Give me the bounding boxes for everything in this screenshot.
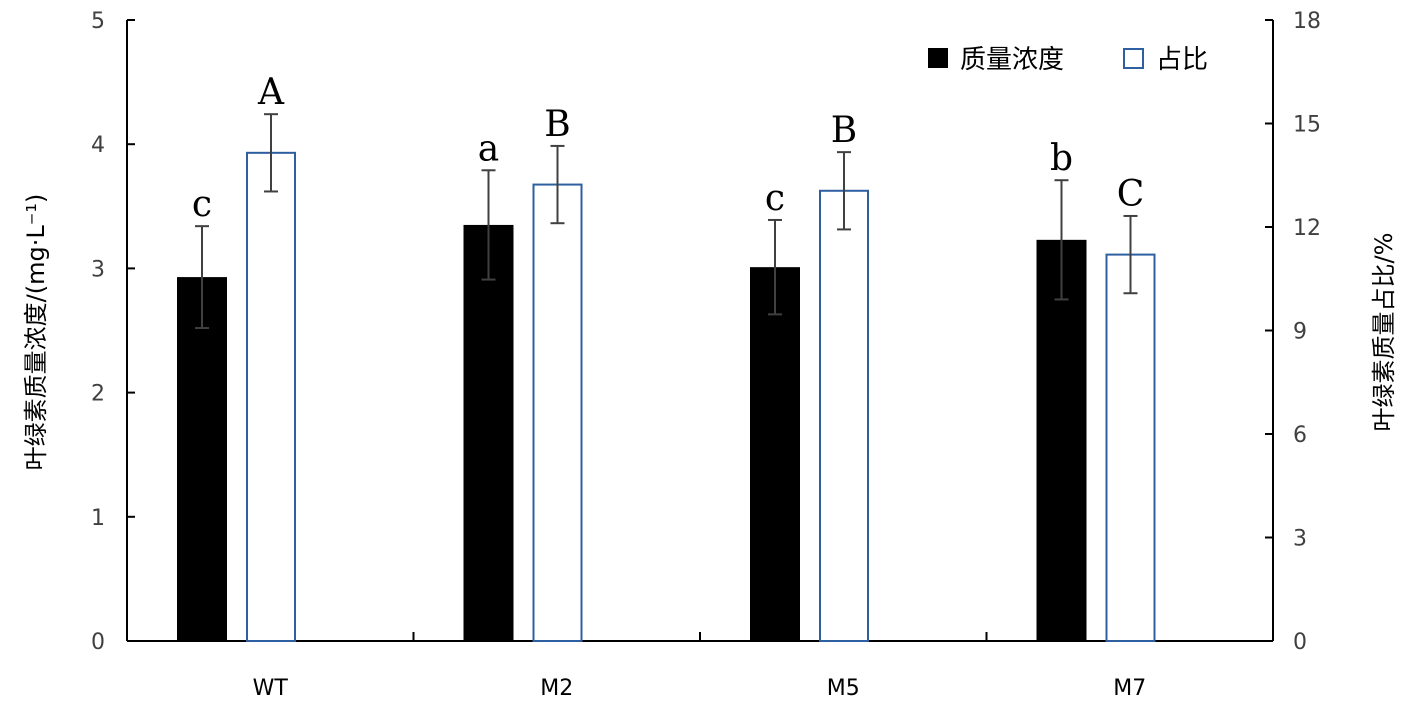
x-axis-tick-label: WT bbox=[253, 676, 289, 701]
right-axis-tick-label: 6 bbox=[1293, 423, 1307, 448]
significance-letter: B bbox=[544, 104, 570, 145]
legend-label-proportion: 占比 bbox=[1156, 45, 1208, 75]
left-axis-tick-label: 0 bbox=[91, 630, 105, 655]
bar bbox=[819, 189, 869, 642]
x-axis-tick-label: M5 bbox=[827, 676, 860, 701]
left-axis-tick-label: 2 bbox=[91, 382, 105, 407]
bar bbox=[1105, 253, 1156, 642]
x-axis-tick-label: M2 bbox=[540, 676, 573, 701]
right-axis-tick-label: 0 bbox=[1293, 630, 1307, 655]
bar bbox=[1036, 239, 1087, 642]
left-axis-tick-label: 3 bbox=[91, 257, 105, 282]
right-axis-ticks: 0 3 6 9 12 15 18 bbox=[1265, 9, 1321, 655]
bar bbox=[532, 183, 583, 642]
significance-letter: C bbox=[1117, 174, 1145, 215]
bar bbox=[246, 151, 296, 642]
left-axis-tick-label: 5 bbox=[91, 9, 105, 34]
legend: 质量浓度 占比 bbox=[928, 45, 1208, 75]
right-axis-tick-label: 9 bbox=[1293, 320, 1307, 345]
significance-letter: c bbox=[765, 178, 785, 219]
legend-label-mass-concentration: 质量浓度 bbox=[960, 45, 1064, 75]
bar-series bbox=[177, 151, 1156, 642]
significance-letter: c bbox=[192, 184, 212, 225]
bar bbox=[750, 267, 800, 641]
legend-swatch-proportion bbox=[1123, 48, 1144, 69]
legend-swatch-mass-concentration bbox=[928, 48, 948, 68]
error-bars bbox=[195, 113, 1138, 330]
right-axis-tick-label: 18 bbox=[1293, 9, 1321, 34]
significance-letter: a bbox=[478, 128, 499, 169]
significance-letter: A bbox=[257, 72, 285, 113]
bar bbox=[463, 224, 514, 641]
left-axis-tick-label: 4 bbox=[91, 133, 105, 158]
significance-letter: B bbox=[831, 110, 857, 151]
left-axis-title: 叶绿素质量浓度/(mg·L⁻¹) bbox=[22, 194, 50, 471]
right-axis-title: 叶绿素质量占比/% bbox=[1370, 233, 1398, 432]
x-axis-ticks: WT M2 M5 M7 bbox=[253, 632, 1146, 701]
x-axis-tick-label: M7 bbox=[1113, 676, 1146, 701]
bar bbox=[177, 277, 227, 641]
left-axis-ticks: 0 1 2 3 4 5 bbox=[91, 9, 135, 655]
right-axis-tick-label: 15 bbox=[1293, 113, 1321, 138]
right-axis-tick-label: 12 bbox=[1293, 216, 1321, 241]
right-axis-tick-label: 3 bbox=[1293, 527, 1307, 552]
plot-frame bbox=[126, 20, 1274, 642]
left-axis-tick-label: 1 bbox=[91, 506, 105, 531]
significance-letters: c a c b A B B C bbox=[192, 72, 1144, 225]
significance-letter: b bbox=[1050, 138, 1073, 179]
